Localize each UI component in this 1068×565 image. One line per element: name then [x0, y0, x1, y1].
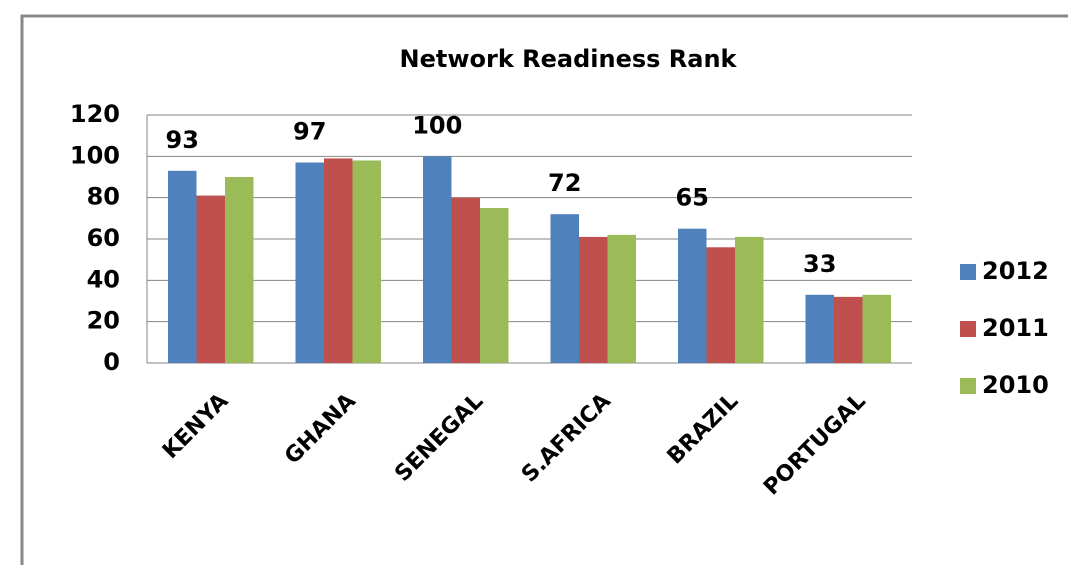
bar: [352, 160, 381, 363]
legend-label: 2010: [982, 371, 1049, 399]
legend-label: 2011: [982, 314, 1049, 342]
data-label: 100: [412, 111, 462, 139]
bar: [196, 195, 225, 363]
legend-swatch: [960, 378, 976, 394]
bar: [805, 294, 834, 363]
bar: [295, 162, 324, 363]
data-label: 97: [293, 118, 326, 146]
bar: [706, 247, 735, 363]
x-tick-label: BRAZIL: [663, 389, 744, 470]
data-label: 33: [803, 250, 836, 278]
data-label: 72: [548, 169, 581, 197]
x-tick-label: KENYA: [158, 389, 233, 464]
x-tick-label: SENEGAL: [390, 389, 488, 487]
bar: [225, 177, 254, 363]
y-tick-label: 80: [87, 183, 120, 211]
bar: [423, 156, 452, 363]
y-tick-label: 0: [103, 348, 120, 376]
x-tick-label: PORTUGAL: [759, 389, 871, 501]
bar: [678, 228, 707, 363]
x-tick-label: GHANA: [280, 389, 361, 470]
data-label: 93: [166, 126, 199, 154]
x-tick-label: S.AFRICA: [517, 389, 616, 488]
chart-title: Network Readiness Rank: [399, 45, 737, 73]
y-tick-label: 60: [87, 224, 120, 252]
bar: [480, 208, 509, 363]
y-tick-label: 120: [70, 100, 120, 128]
legend-swatch: [960, 264, 976, 280]
legend-swatch: [960, 321, 976, 337]
bar: [579, 236, 608, 363]
chart-frame: [20, 14, 1068, 565]
bar: [735, 236, 764, 363]
bar: [607, 234, 636, 363]
bar: [834, 296, 863, 363]
y-tick-label: 20: [87, 307, 120, 335]
bar: [324, 158, 353, 363]
bar: [451, 197, 480, 363]
y-tick-label: 40: [87, 265, 120, 293]
y-tick-label: 100: [70, 141, 120, 169]
bar: [862, 294, 891, 363]
data-label: 65: [676, 184, 709, 212]
legend-label: 2012: [982, 257, 1049, 285]
bar: [168, 170, 197, 363]
bar: [550, 214, 579, 363]
